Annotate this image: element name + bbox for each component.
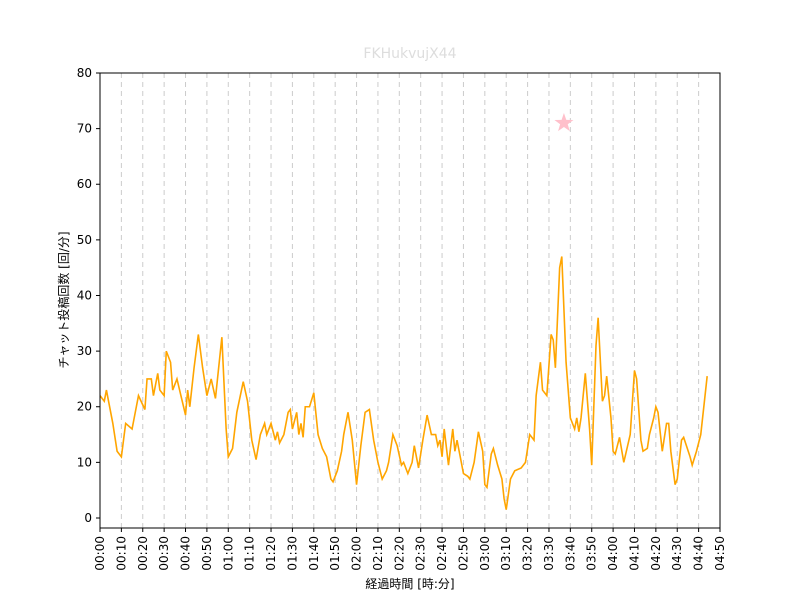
y-tick-label: 60 [77, 177, 92, 191]
x-tick-label: 01:00 [221, 536, 235, 571]
highlight-star [554, 113, 574, 132]
y-tick-label: 40 [77, 288, 92, 302]
x-tick-label: 02:10 [371, 536, 385, 571]
y-axis-label: チャット投稿回数 [回/分] [56, 231, 71, 368]
y-tick-label: 80 [77, 66, 92, 80]
x-tick-label: 01:20 [264, 536, 278, 571]
x-tick-label: 03:30 [542, 536, 556, 571]
y-tick-label: 20 [77, 400, 92, 414]
x-tick-label: 03:40 [563, 536, 577, 571]
x-tick-label: 04:40 [692, 536, 706, 571]
x-tick-label: 02:40 [435, 536, 449, 571]
x-tick-label: 02:00 [350, 536, 364, 571]
x-axis-label: 経過時間 [時:分] [365, 577, 454, 591]
y-tick-label: 70 [77, 122, 92, 136]
x-tick-label: 03:00 [478, 536, 492, 571]
x-tick-label: 04:00 [606, 536, 620, 571]
x-tick-label: 03:20 [521, 536, 535, 571]
x-tick-label: 02:20 [392, 536, 406, 571]
x-tick-label: 00:20 [136, 536, 150, 571]
x-tick-label: 00:10 [114, 536, 128, 571]
y-tick-label: 30 [77, 344, 92, 358]
x-tick-label: 02:30 [414, 536, 428, 571]
x-tick-label: 01:10 [243, 536, 257, 571]
x-tick-label: 04:20 [649, 536, 663, 571]
x-tick-label: 00:40 [179, 536, 193, 571]
x-tick-label: 04:50 [713, 536, 727, 571]
x-tick-label: 04:30 [670, 536, 684, 571]
x-tick-label: 01:50 [328, 536, 342, 571]
x-tick-label: 00:00 [93, 536, 107, 571]
x-tick-label: 02:50 [456, 536, 470, 571]
x-tick-label: 03:50 [585, 536, 599, 571]
y-tick-label: 50 [77, 233, 92, 247]
plot-frame [99, 72, 721, 529]
y-tick-label: 10 [77, 455, 92, 469]
x-tick-label: 01:40 [307, 536, 321, 571]
x-tick-label: 00:50 [200, 536, 214, 571]
y-tick-label: 0 [84, 511, 92, 525]
x-tick-label: 04:10 [627, 536, 641, 571]
x-tick-label: 03:10 [499, 536, 513, 571]
x-tick-label: 00:30 [157, 536, 171, 571]
x-tick-label: 01:30 [285, 536, 299, 571]
data-line [99, 256, 708, 510]
chart-title: FKHukvujX44 [363, 46, 456, 62]
